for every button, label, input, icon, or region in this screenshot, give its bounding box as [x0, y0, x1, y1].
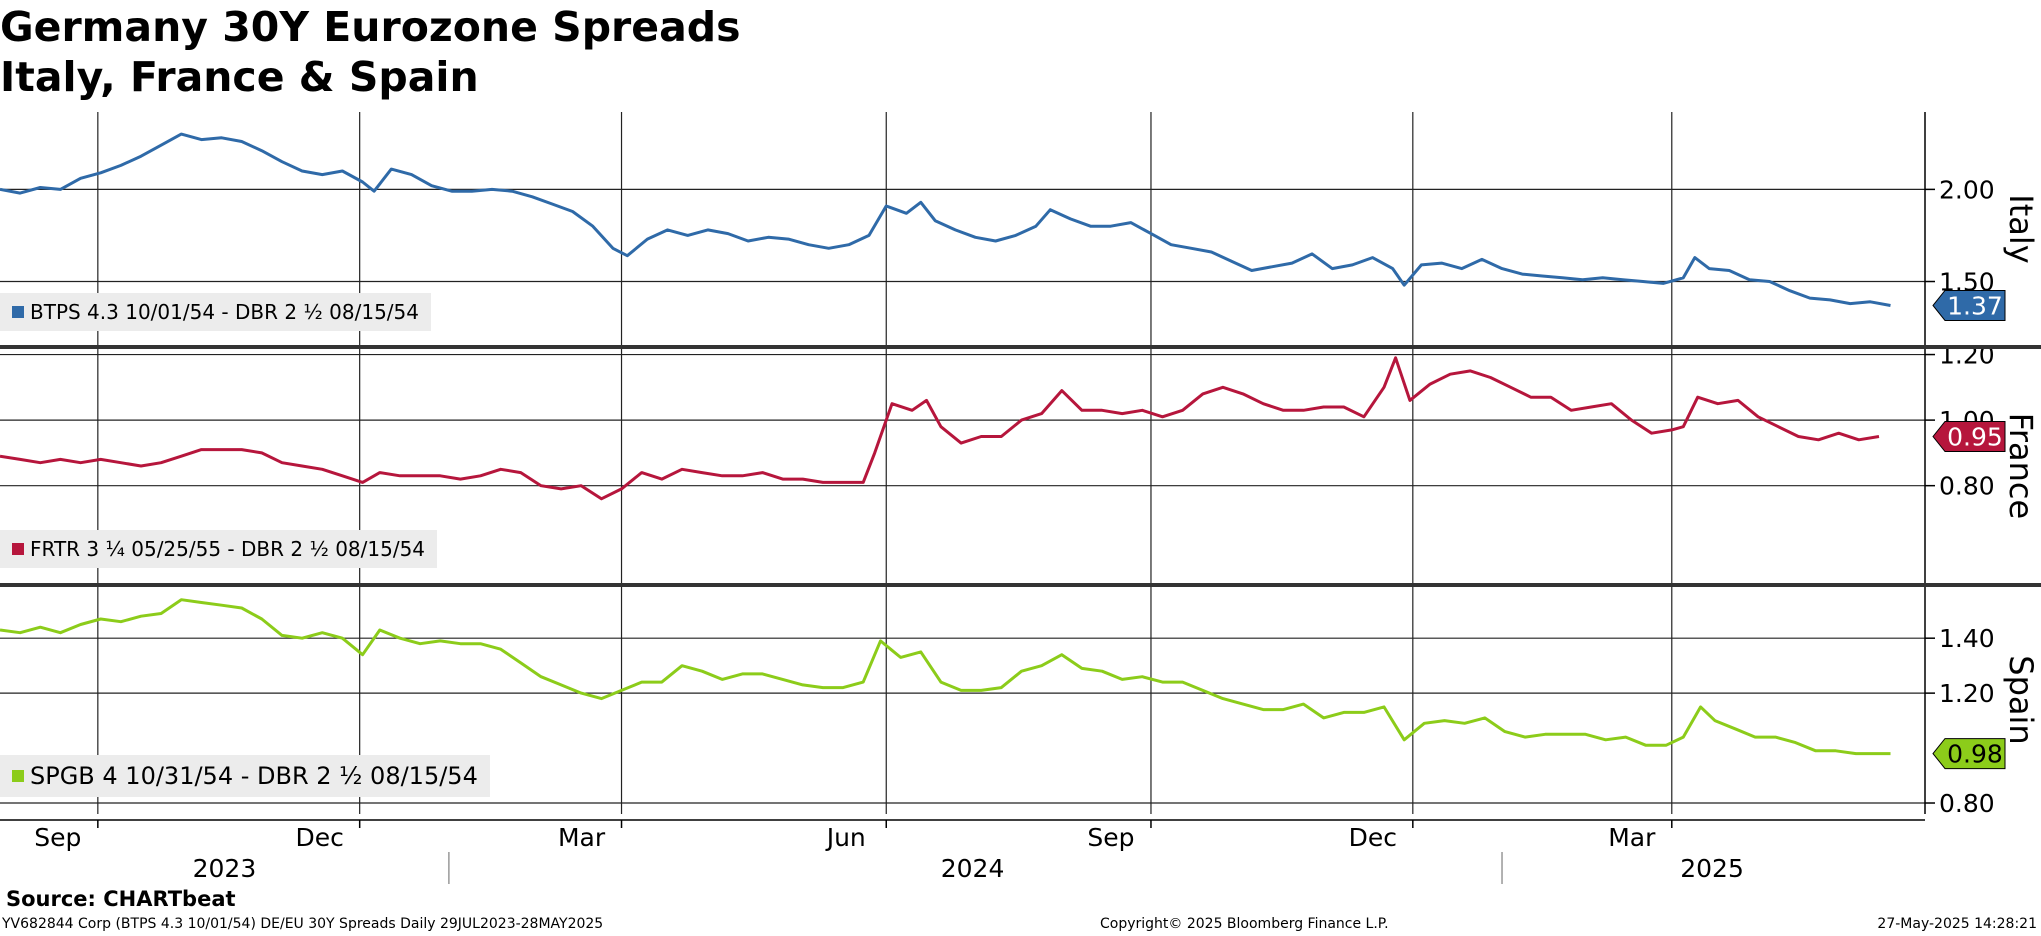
y-tick-label-spain-0: 1.40 — [1939, 624, 1995, 653]
last-value-label-italy: 1.37 — [1947, 291, 2003, 320]
x-month-label-2: Mar — [558, 823, 606, 852]
last-value-tag-france — [1932, 421, 2006, 452]
chart-title: Germany 30Y Eurozone Spreads Italy, Fran… — [0, 2, 740, 102]
legend-spain: SPGB 4 10/31/54 - DBR 2 ½ 08/15/54 — [0, 755, 490, 797]
x-month-label-3: Jun — [825, 823, 866, 852]
y-tick-label-spain-2: 0.80 — [1939, 789, 1995, 818]
x-month-label-1: Dec — [295, 823, 343, 852]
side-label-italy: Italy — [2002, 194, 2040, 263]
legend-italy: BTPS 4.3 10/01/54 - DBR 2 ½ 08/15/54 — [0, 293, 431, 331]
last-value-label-france: 0.95 — [1947, 423, 2003, 452]
legend-france: FRTR 3 ¼ 05/25/55 - DBR 2 ½ 08/15/54 — [0, 530, 438, 568]
y-tick-label-france-2: 0.80 — [1939, 472, 1995, 501]
legend-swatch-spain — [12, 770, 24, 782]
side-label-spain: Spain — [2002, 655, 2040, 744]
footer-meta: YV682844 Corp (BTPS 4.3 10/01/54) DE/EU … — [2, 916, 604, 932]
last-value-tag-spain — [1932, 738, 2006, 770]
legend-label-italy: BTPS 4.3 10/01/54 - DBR 2 ½ 08/15/54 — [30, 300, 419, 324]
series-line-france — [0, 356, 1880, 501]
last-value-tag-italy — [1932, 289, 2006, 321]
footer-copyright: Copyright© 2025 Bloomberg Finance L.P. — [1100, 916, 1389, 932]
source-label: Source: CHARTbeat — [6, 887, 236, 911]
chart-title-line-2: Italy, France & Spain — [0, 53, 479, 101]
x-year-label-0: 2023 — [193, 854, 257, 883]
y-tick-label-spain-1: 1.20 — [1939, 679, 1995, 708]
series-line-spain — [0, 598, 1891, 756]
x-month-label-6: Mar — [1608, 823, 1656, 852]
x-month-label-4: Sep — [1087, 823, 1134, 852]
chart-title-line-1: Germany 30Y Eurozone Spreads — [0, 3, 741, 51]
y-tick-label-france-0: 1.20 — [1939, 341, 1995, 370]
footer-timestamp: 27-May-2025 14:28:21 — [1877, 916, 2037, 932]
x-month-label-0: Sep — [34, 823, 81, 852]
x-month-label-5: Dec — [1349, 823, 1397, 852]
x-year-label-1: 2024 — [941, 854, 1005, 883]
last-value-label-spain: 0.98 — [1947, 740, 2003, 769]
side-label-france: France — [2002, 413, 2040, 519]
y-tick-label-italy-0: 2.00 — [1939, 175, 1995, 204]
legend-label-france: FRTR 3 ¼ 05/25/55 - DBR 2 ½ 08/15/54 — [30, 537, 426, 561]
series-line-italy — [0, 132, 1891, 307]
legend-swatch-italy — [12, 306, 24, 318]
x-year-label-2: 2025 — [1680, 854, 1744, 883]
legend-label-spain: SPGB 4 10/31/54 - DBR 2 ½ 08/15/54 — [30, 762, 478, 790]
legend-swatch-france — [12, 543, 24, 555]
